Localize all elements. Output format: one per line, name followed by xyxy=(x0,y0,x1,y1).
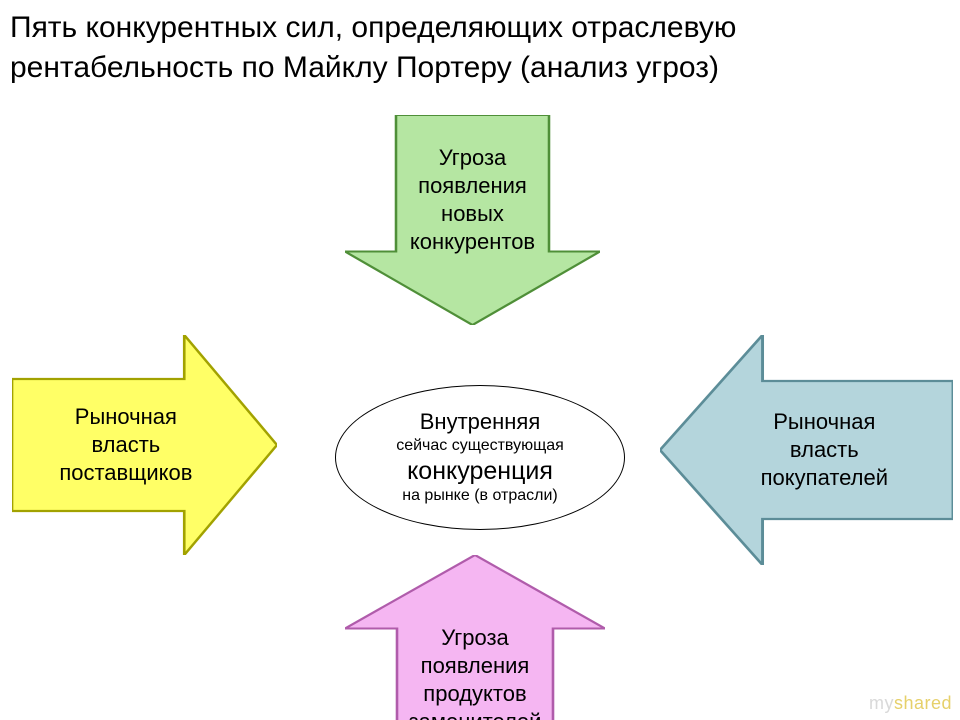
center-line1: Внутренняя xyxy=(420,409,541,435)
force-top-label: Угрозапоявленияновыхконкурентов xyxy=(410,144,535,256)
force-right-arrow: Рыночнаявластьпокупателей xyxy=(660,335,953,565)
watermark-accent: shared xyxy=(894,693,952,713)
force-top-arrow: Угрозапоявленияновыхконкурентов xyxy=(345,115,600,325)
center-line2: сейчас существующая xyxy=(396,435,564,457)
center-ellipse: Внутренняя сейчас существующая конкуренц… xyxy=(335,385,625,530)
force-left-arrow: Рыночнаявластьпоставщиков xyxy=(12,335,277,555)
center-line3: конкуренция xyxy=(407,457,553,485)
force-right-label: Рыночнаявластьпокупателей xyxy=(761,408,888,492)
force-bottom-arrow: Угрозапоявленияпродуктовзаменителей xyxy=(345,555,605,720)
center-line4: на рынке (в отрасли) xyxy=(402,485,557,507)
watermark: myshared xyxy=(869,693,952,714)
diagram-title: Пять конкурентных сил, определяющих отра… xyxy=(10,8,950,88)
watermark-prefix: my xyxy=(869,693,894,713)
force-left-label: Рыночнаявластьпоставщиков xyxy=(59,403,192,487)
diagram-stage: Пять конкурентных сил, определяющих отра… xyxy=(0,0,960,720)
force-bottom-label: Угрозапоявленияпродуктовзаменителей xyxy=(409,624,542,720)
